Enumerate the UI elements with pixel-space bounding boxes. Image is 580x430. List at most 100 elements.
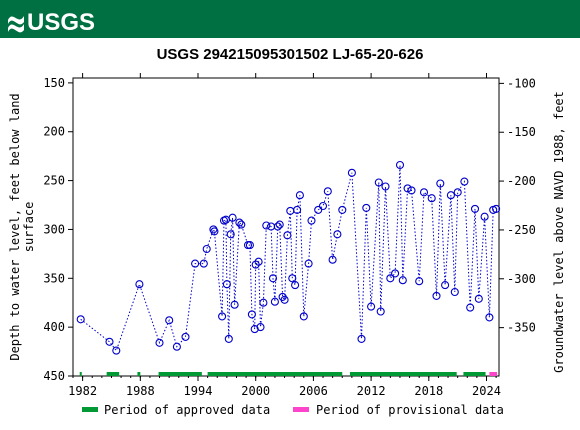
- usgs-logo-icon[interactable]: USGS: [8, 9, 95, 36]
- data-point[interactable]: [250, 325, 259, 334]
- data-point[interactable]: [446, 191, 455, 200]
- data-point[interactable]: [247, 310, 256, 319]
- period-bar: [106, 372, 120, 376]
- data-point[interactable]: [165, 316, 174, 325]
- plot-area: [72, 77, 500, 377]
- y-right-tick-label: -250: [507, 223, 536, 237]
- y-right-tick-label: -150: [507, 125, 536, 139]
- data-point[interactable]: [386, 274, 395, 283]
- data-point[interactable]: [230, 300, 239, 309]
- usgs-banner: [0, 0, 580, 38]
- data-point[interactable]: [403, 184, 412, 193]
- data-point[interactable]: [135, 280, 144, 289]
- data-point[interactable]: [376, 307, 385, 316]
- data-point[interactable]: [381, 182, 390, 191]
- data-point[interactable]: [485, 313, 494, 322]
- data-point[interactable]: [259, 298, 268, 307]
- period-bar: [137, 372, 141, 376]
- data-point[interactable]: [436, 179, 445, 188]
- data-point[interactable]: [270, 297, 279, 306]
- data-point[interactable]: [283, 231, 292, 240]
- chart-title: USGS 294215095301502 LJ-65-20-626: [157, 46, 424, 63]
- data-point[interactable]: [237, 220, 246, 229]
- data-point[interactable]: [328, 255, 337, 264]
- data-point[interactable]: [492, 204, 501, 213]
- data-point[interactable]: [256, 323, 265, 332]
- data-point[interactable]: [105, 337, 114, 346]
- data-point[interactable]: [181, 332, 190, 341]
- data-point[interactable]: [295, 191, 304, 200]
- data-point[interactable]: [323, 187, 332, 196]
- data-point[interactable]: [362, 203, 371, 212]
- data-point[interactable]: [357, 334, 366, 343]
- data-point[interactable]: [210, 227, 219, 236]
- data-point[interactable]: [432, 291, 441, 300]
- data-point[interactable]: [262, 221, 271, 230]
- period-bar: [463, 372, 486, 376]
- data-point[interactable]: [222, 280, 231, 289]
- data-point[interactable]: [367, 302, 376, 311]
- data-point[interactable]: [218, 312, 227, 321]
- data-point[interactable]: [398, 276, 407, 285]
- data-point[interactable]: [299, 312, 308, 321]
- data-point[interactable]: [293, 205, 302, 214]
- y-axis-left-label-line2: surface: [22, 202, 36, 253]
- data-point[interactable]: [251, 260, 260, 269]
- period-bar: [207, 372, 343, 376]
- legend-provisional-label: Period of provisional data: [316, 403, 504, 417]
- data-point[interactable]: [450, 287, 459, 297]
- data-point[interactable]: [307, 216, 316, 225]
- data-point[interactable]: [199, 259, 208, 268]
- data-point[interactable]: [191, 259, 200, 268]
- data-point[interactable]: [202, 244, 211, 254]
- data-point[interactable]: [347, 168, 356, 177]
- x-tick-label: 1982: [68, 384, 97, 398]
- period-bar: [79, 372, 82, 376]
- data-point[interactable]: [427, 194, 436, 203]
- data-point[interactable]: [480, 212, 489, 221]
- data-point[interactable]: [254, 257, 263, 266]
- data-point[interactable]: [235, 218, 244, 227]
- data-point[interactable]: [460, 177, 469, 186]
- data-point[interactable]: [338, 205, 347, 214]
- data-point[interactable]: [391, 269, 400, 278]
- data-point[interactable]: [304, 259, 313, 268]
- data-point[interactable]: [228, 213, 237, 222]
- legend-provisional-swatch: [293, 407, 309, 412]
- y-left-tick-label: 300: [43, 222, 65, 236]
- data-point[interactable]: [453, 188, 462, 197]
- data-point[interactable]: [245, 241, 254, 250]
- data-point[interactable]: [76, 315, 85, 324]
- data-point[interactable]: [288, 274, 297, 283]
- data-point[interactable]: [470, 204, 480, 213]
- data-point[interactable]: [226, 230, 235, 239]
- y-axis-left: 150 200 250 300 350 400 450: [43, 76, 73, 383]
- data-point[interactable]: [415, 277, 424, 286]
- data-point[interactable]: [407, 186, 416, 195]
- y-right-tick-label: -200: [507, 174, 536, 188]
- data-point[interactable]: [314, 205, 323, 214]
- data-point[interactable]: [419, 188, 429, 197]
- data-point[interactable]: [395, 160, 405, 170]
- period-bar: [349, 372, 457, 376]
- data-point[interactable]: [474, 294, 483, 303]
- series-line: [80, 164, 497, 352]
- data-point[interactable]: [155, 338, 164, 347]
- data-point[interactable]: [112, 346, 121, 355]
- y-axis-right-label: Groundwater level above NAVD 1988, feet: [552, 91, 566, 373]
- data-point[interactable]: [268, 274, 278, 283]
- data-point[interactable]: [280, 295, 289, 304]
- data-point[interactable]: [374, 178, 383, 187]
- data-point[interactable]: [441, 281, 450, 290]
- data-point[interactable]: [333, 230, 342, 239]
- y-right-tick-label: -100: [507, 76, 536, 90]
- data-point[interactable]: [291, 281, 300, 290]
- x-tick-label: 2012: [357, 384, 386, 398]
- data-point[interactable]: [172, 342, 181, 351]
- data-point[interactable]: [273, 222, 282, 231]
- data-point[interactable]: [275, 220, 284, 229]
- data-point[interactable]: [318, 201, 328, 211]
- data-point[interactable]: [466, 303, 475, 312]
- data-point[interactable]: [224, 334, 233, 343]
